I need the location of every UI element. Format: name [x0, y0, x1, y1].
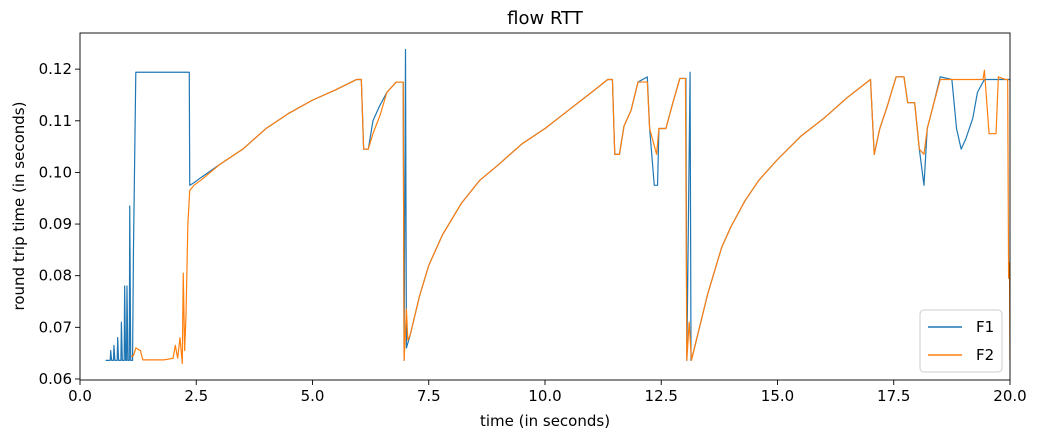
x-tick-label: 10.0 — [528, 387, 561, 405]
y-tick-label: 0.06 — [39, 370, 72, 388]
legend-label-f1: F1 — [976, 318, 994, 336]
x-tick-label: 0.0 — [68, 387, 92, 405]
y-axis: 0.06 0.07 0.08 0.09 0.10 0.11 0.12 — [39, 60, 80, 388]
x-tick-label: 12.5 — [645, 387, 678, 405]
y-tick-label: 0.08 — [39, 267, 72, 285]
legend-label-f2: F2 — [976, 346, 994, 364]
x-tick-label: 2.5 — [184, 387, 208, 405]
x-axis: 0.0 2.5 5.0 7.5 10.0 12.5 15.0 17.5 20.0 — [68, 380, 1027, 405]
x-tick-label: 5.0 — [301, 387, 325, 405]
x-tick-label: 17.5 — [877, 387, 910, 405]
legend-box — [919, 309, 1003, 373]
x-tick-label: 15.0 — [761, 387, 794, 405]
y-tick-label: 0.09 — [39, 215, 72, 233]
x-axis-title: time (in seconds) — [480, 412, 610, 430]
y-tick-label: 0.12 — [39, 60, 72, 78]
y-tick-label: 0.10 — [39, 163, 72, 181]
chart-title: flow RTT — [507, 8, 584, 29]
x-tick-label: 7.5 — [417, 387, 441, 405]
legend: F1 F2 — [919, 309, 1003, 373]
series-line-f2 — [130, 69, 1010, 365]
y-axis-title: round trip time (in seconds) — [10, 102, 28, 311]
series-layer — [105, 48, 1010, 365]
y-tick-label: 0.07 — [39, 318, 72, 336]
y-tick-label: 0.11 — [39, 112, 72, 130]
x-tick-label: 20.0 — [993, 387, 1026, 405]
